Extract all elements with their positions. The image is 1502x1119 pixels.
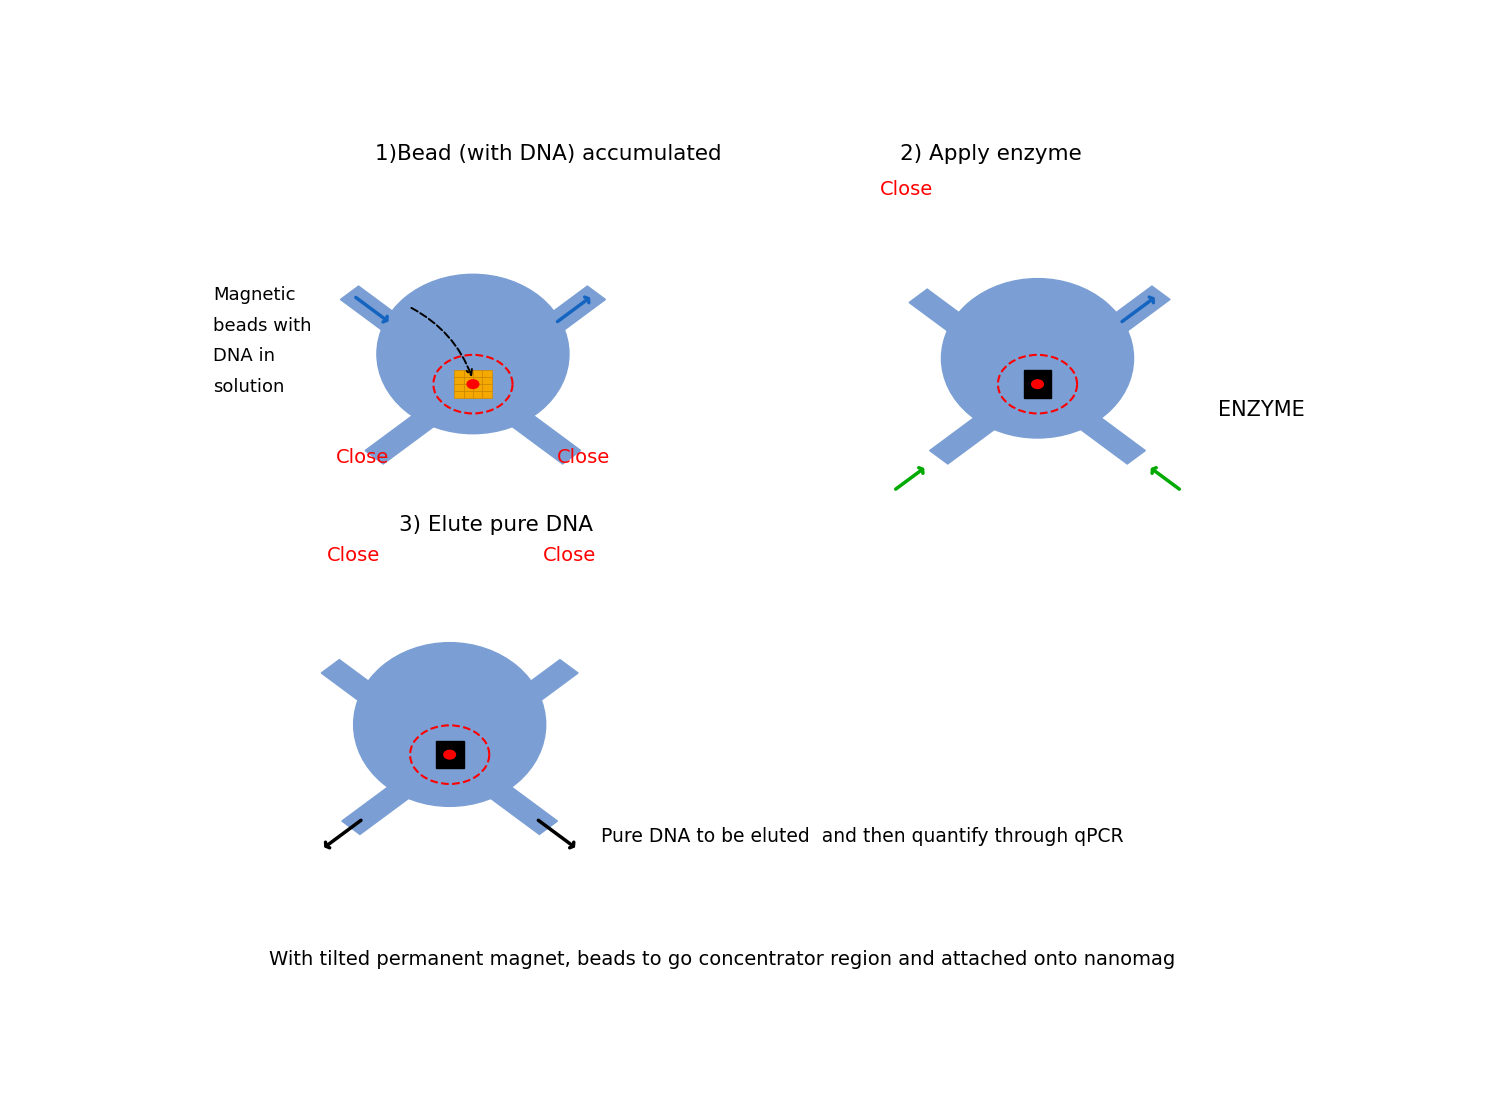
Polygon shape	[509, 286, 605, 357]
Ellipse shape	[353, 642, 545, 807]
Polygon shape	[466, 767, 557, 835]
Text: ENZYME: ENZYME	[1218, 399, 1305, 420]
Ellipse shape	[942, 279, 1134, 438]
Polygon shape	[365, 396, 457, 464]
Circle shape	[1032, 379, 1044, 388]
Polygon shape	[1053, 396, 1146, 464]
Text: 3) Elute pure DNA: 3) Elute pure DNA	[400, 515, 593, 535]
Text: Close: Close	[326, 546, 380, 565]
Text: 1)Bead (with DNA) accumulated: 1)Bead (with DNA) accumulated	[376, 144, 722, 164]
Circle shape	[467, 379, 479, 388]
Text: With tilted permanent magnet, beads to go concentrator region and attached onto : With tilted permanent magnet, beads to g…	[269, 950, 1176, 969]
Text: Close: Close	[880, 180, 934, 199]
Polygon shape	[909, 289, 1002, 357]
Text: Pure DNA to be eluted  and then quantify through qPCR: Pure DNA to be eluted and then quantify …	[601, 827, 1123, 846]
Polygon shape	[1074, 286, 1170, 357]
Polygon shape	[342, 767, 434, 835]
Text: Close: Close	[557, 448, 610, 467]
Text: Close: Close	[542, 546, 596, 565]
Bar	[454, 370, 491, 398]
Bar	[436, 741, 464, 769]
Text: Close: Close	[336, 448, 389, 467]
Text: Magnetic
beads with
DNA in
solution: Magnetic beads with DNA in solution	[213, 286, 312, 396]
Polygon shape	[321, 659, 413, 727]
Polygon shape	[930, 396, 1021, 464]
Polygon shape	[485, 659, 578, 727]
Polygon shape	[488, 396, 581, 464]
Polygon shape	[341, 286, 437, 357]
Bar	[1023, 370, 1051, 398]
Circle shape	[445, 751, 455, 759]
Ellipse shape	[377, 274, 569, 434]
Text: 2) Apply enzyme: 2) Apply enzyme	[900, 144, 1081, 164]
